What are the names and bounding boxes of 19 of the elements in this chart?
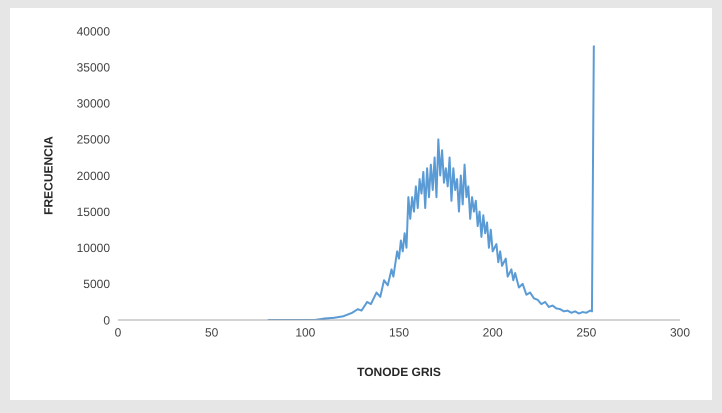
x-tick-label: 250 [576, 326, 597, 340]
y-tick-label: 20000 [76, 168, 110, 183]
y-tick-label: 30000 [76, 96, 110, 111]
x-tick-label: 200 [482, 326, 503, 340]
x-tick-label: 50 [204, 326, 219, 340]
y-tick-label: 0 [103, 313, 110, 328]
y-tick-label: 15000 [76, 204, 110, 219]
y-axis-title: FRECUENCIA [41, 136, 56, 215]
y-tick-label: 25000 [76, 132, 110, 147]
x-tick-label: 0 [114, 326, 122, 340]
y-tick-label: 35000 [76, 60, 110, 74]
x-tick-label: 150 [388, 326, 410, 340]
x-tick-label: 300 [670, 326, 690, 340]
y-tick-label: 40000 [76, 24, 110, 38]
line-series [266, 44, 595, 320]
y-tick-label: 10000 [76, 241, 110, 256]
x-axis-title: TONODE GRIS [357, 365, 441, 379]
x-tick-label: 100 [295, 326, 316, 340]
y-tick-label: 5000 [83, 277, 110, 292]
